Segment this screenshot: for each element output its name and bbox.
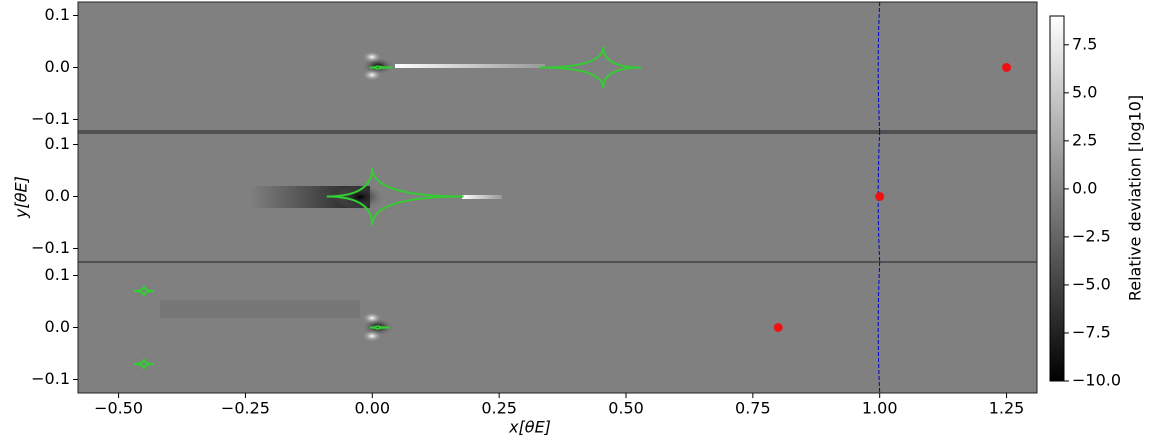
- x-tick-label: 0.50: [608, 399, 644, 418]
- x-axis-label: x[θE]: [508, 418, 551, 437]
- einstein-ring: [877, 1, 881, 134]
- colorbar-tick-label: 5.0: [1072, 82, 1097, 101]
- map-background: [78, 2, 1037, 393]
- x-tick-label: 0.25: [481, 399, 517, 418]
- y-tick-label: −0.1: [31, 109, 70, 128]
- y-tick-label: 0.0: [45, 186, 70, 205]
- x-tick-label: 0.00: [354, 399, 390, 418]
- source-point: [875, 192, 885, 201]
- y-axis-label: y[θE]: [12, 176, 31, 219]
- colorbar-tick-label: 2.5: [1072, 130, 1097, 149]
- colorbar-tick-label: 7.5: [1072, 34, 1097, 53]
- source-point: [773, 323, 783, 332]
- source-point: [1002, 63, 1012, 72]
- y-tick-label: 0.1: [45, 265, 70, 284]
- einstein-ring: [877, 130, 881, 263]
- y-tick-label: 0.1: [45, 134, 70, 153]
- y-tick-label: 0.0: [45, 317, 70, 336]
- y-tick-label: 0.1: [45, 5, 70, 24]
- y-tick-label: −0.1: [31, 238, 70, 257]
- y-tick-label: 0.0: [45, 57, 70, 76]
- colorbar-tick-label: −7.5: [1072, 322, 1111, 341]
- x-tick-label: −0.25: [221, 399, 270, 418]
- colorbar-tick-label: −10.0: [1072, 371, 1121, 390]
- colorbar-tick-label: −5.0: [1072, 274, 1111, 293]
- y-tick-label: −0.1: [31, 369, 70, 388]
- x-tick-label: 0.75: [735, 399, 771, 418]
- x-tick-label: 1.25: [989, 399, 1025, 418]
- x-tick-label: 1.00: [862, 399, 898, 418]
- x-tick-label: −0.50: [94, 399, 143, 418]
- colorbar: [1049, 15, 1065, 382]
- einstein-ring: [877, 261, 881, 394]
- caustic: [539, 46, 642, 89]
- caustic: [133, 358, 155, 370]
- colorbar-tick-label: 0.0: [1072, 178, 1097, 197]
- colorbar-label: Relative deviation [log10]: [1126, 95, 1145, 301]
- colorbar-tick-label: −2.5: [1072, 226, 1111, 245]
- caustic: [133, 285, 155, 297]
